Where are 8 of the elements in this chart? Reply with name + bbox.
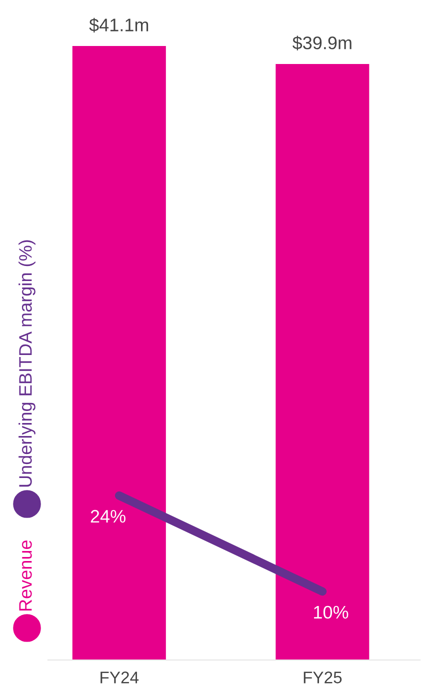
x-tick-label: FY24 (100, 672, 139, 684)
data-label: $41.1m (89, 18, 148, 32)
text: Revenue (19, 540, 32, 611)
text: Underlying EBITDA margin (%) (18, 240, 36, 487)
data-label: 10% (314, 606, 348, 619)
data-label: $39.9m (292, 36, 352, 50)
data-label: 24% (90, 510, 126, 523)
x-tick-label: FY25 (304, 672, 342, 684)
